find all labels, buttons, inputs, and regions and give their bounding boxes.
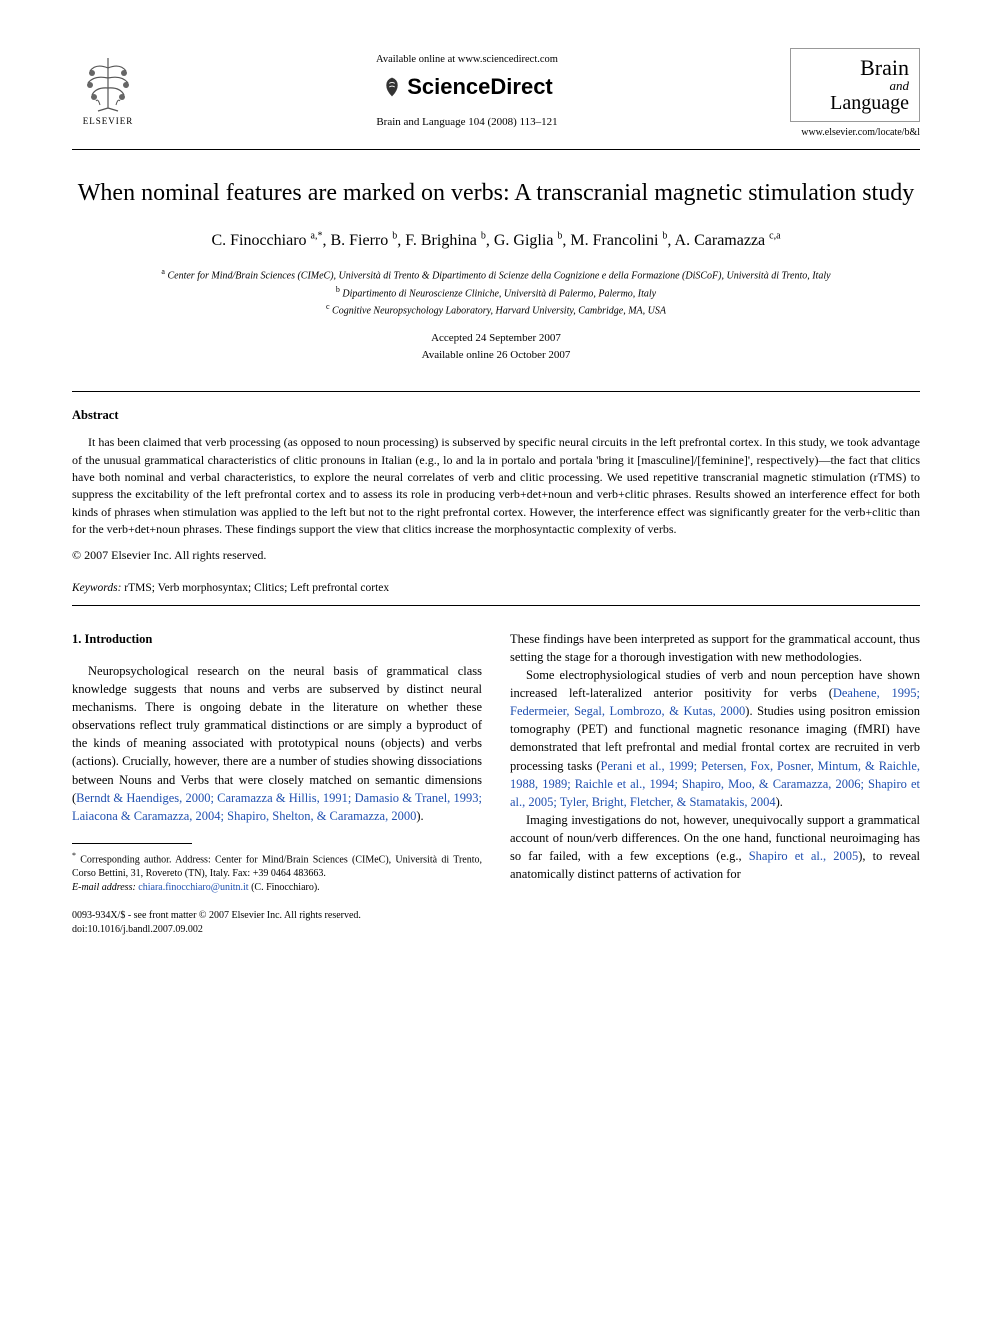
journal-brand-line2: Language (801, 93, 909, 113)
citation-4[interactable]: Shapiro et al., 2005 (749, 849, 859, 863)
intro-paragraph-1: Neuropsychological research on the neura… (72, 662, 482, 825)
footnote-divider (72, 843, 192, 844)
sciencedirect-brand: ScienceDirect (144, 71, 790, 103)
author-email[interactable]: chiara.finocchiaro@unitn.it (138, 882, 248, 893)
sciencedirect-icon (381, 76, 403, 98)
section-heading-intro: 1. Introduction (72, 630, 482, 648)
intro-paragraph-1-cont: These findings have been interpreted as … (510, 630, 920, 666)
accepted-date: Accepted 24 September 2007 (72, 330, 920, 347)
column-right: These findings have been interpreted as … (510, 630, 920, 938)
intro-paragraph-2: Some electrophysiological studies of ver… (510, 666, 920, 811)
abstract-copyright: © 2007 Elsevier Inc. All rights reserved… (72, 547, 920, 564)
abstract-text: It has been claimed that verb processing… (72, 434, 920, 538)
available-date: Available online 26 October 2007 (72, 347, 920, 364)
journal-brand-box: Brain and Language www.elsevier.com/loca… (790, 48, 920, 141)
journal-brand-and: and (801, 79, 909, 93)
bottom-publication-info: 0093-934X/$ - see front matter © 2007 El… (72, 909, 482, 937)
journal-url: www.elsevier.com/locate/b&l (790, 126, 920, 141)
affiliation-c: c Cognitive Neuropsychology Laboratory, … (72, 301, 920, 318)
doi-line: doi:10.1016/j.bandl.2007.09.002 (72, 923, 482, 937)
journal-reference: Brain and Language 104 (2008) 113–121 (144, 115, 790, 131)
available-online-text: Available online at www.sciencedirect.co… (144, 52, 790, 67)
page-header: ELSEVIER Available online at www.science… (72, 48, 920, 141)
keywords-values: rTMS; Verb morphosyntax; Clitics; Left p… (124, 582, 389, 594)
header-divider (72, 149, 920, 150)
abstract-top-divider (72, 391, 920, 392)
article-title: When nominal features are marked on verb… (72, 178, 920, 209)
abstract-bottom-divider (72, 605, 920, 606)
center-header: Available online at www.sciencedirect.co… (144, 48, 790, 131)
column-left: 1. Introduction Neuropsychological resea… (72, 630, 482, 938)
email-footnote: E-mail address: chiara.finocchiaro@unitn… (72, 881, 482, 895)
elsevier-tree-icon (78, 53, 138, 113)
keywords-label: Keywords: (72, 582, 121, 594)
affiliation-a: a Center for Mind/Brain Sciences (CIMeC)… (72, 266, 920, 283)
article-dates: Accepted 24 September 2007 Available onl… (72, 330, 920, 363)
affiliation-b: b Dipartimento di Neuroscienze Cliniche,… (72, 284, 920, 301)
front-matter-line: 0093-934X/$ - see front matter © 2007 El… (72, 909, 482, 923)
authors-list: C. Finocchiaro a,*, B. Fierro b, F. Brig… (72, 229, 920, 252)
keywords: Keywords: rTMS; Verb morphosyntax; Cliti… (72, 580, 920, 597)
abstract-heading: Abstract (72, 406, 920, 424)
affiliations: a Center for Mind/Brain Sciences (CIMeC)… (72, 266, 920, 318)
body-columns: 1. Introduction Neuropsychological resea… (72, 630, 920, 938)
elsevier-label: ELSEVIER (83, 115, 134, 128)
corresponding-author-footnote: * Corresponding author. Address: Center … (72, 850, 482, 881)
journal-brand-line1: Brain (801, 57, 909, 79)
elsevier-logo: ELSEVIER (72, 48, 144, 128)
intro-paragraph-3: Imaging investigations do not, however, … (510, 811, 920, 884)
sciencedirect-text: ScienceDirect (407, 71, 553, 103)
